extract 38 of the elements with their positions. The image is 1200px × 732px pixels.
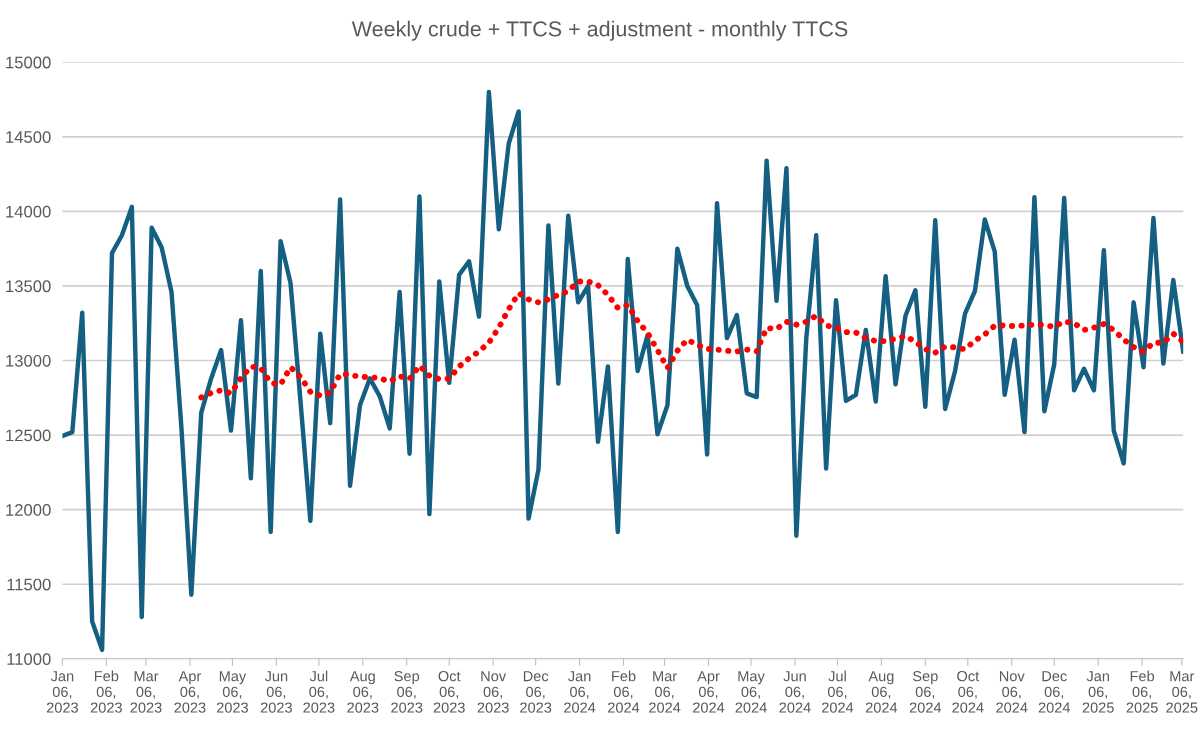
x-tick-label: Jan 06, 2024 <box>564 671 596 713</box>
x-tick-label: Jun 06, 2024 <box>779 671 811 713</box>
x-tick-label: Oct 06, 2024 <box>952 670 984 713</box>
x-tick-label: Nov 06, 2024 <box>996 671 1028 713</box>
y-tick-label: 11000 <box>7 653 51 665</box>
x-tick-label: Jun 06, 2023 <box>260 671 292 713</box>
y-tick-label: 15000 <box>6 56 51 69</box>
x-tick-label: Dec 06, 2023 <box>520 671 552 713</box>
y-tick-label: 14500 <box>6 131 51 143</box>
x-tick-label: Mar 06, 2025 <box>1166 671 1198 713</box>
x-tick-label: Nov 06, 2023 <box>477 671 509 713</box>
y-tick-label: 13500 <box>6 280 51 293</box>
x-tick-label: Jan 06, 2025 <box>1082 671 1114 713</box>
x-tick-label: Dec 06, 2024 <box>1038 671 1071 713</box>
x-tick-label: Apr 06, 2024 <box>693 671 725 713</box>
x-tick-label: Sep 06, 2023 <box>391 670 423 713</box>
x-tick-label: Feb 06, 2023 <box>90 670 122 713</box>
x-tick-label: Feb 06, 2025 <box>1126 670 1158 713</box>
y-tick-label: 12500 <box>6 429 51 442</box>
x-tick-label: Mar 06, 2024 <box>649 671 681 713</box>
y-tick-label: 12000 <box>6 504 51 516</box>
x-tick-label: May 06, 2024 <box>735 671 767 713</box>
line-series <box>62 89 1184 653</box>
chart-title: Weekly crude + TTCS + adjustment - monthly TTCS <box>351 20 848 41</box>
x-tick-label: Aug 06, 2023 <box>347 671 379 713</box>
y-tick-label: 11500 <box>7 578 51 591</box>
x-tick-label: Mar 06, 2023 <box>130 671 162 713</box>
x-tick-label: Jan 06, 2023 <box>46 671 78 713</box>
x-tick-label: May 06, 2023 <box>216 671 249 713</box>
y-tick-label: 13000 <box>6 354 51 367</box>
x-tick-label: Apr 06, 2023 <box>174 671 206 713</box>
x-tick-label: Sep 06, 2024 <box>909 670 942 713</box>
x-tick-label: Aug 06, 2024 <box>865 671 898 713</box>
x-tick-label: Jul 06, 2023 <box>303 670 335 713</box>
x-tick-label: Feb 06, 2024 <box>608 670 640 713</box>
y-tick-label: 14000 <box>6 205 51 218</box>
x-tick-label: Jul 06, 2024 <box>821 670 854 713</box>
x-tick-label: Oct 06, 2023 <box>433 670 465 713</box>
